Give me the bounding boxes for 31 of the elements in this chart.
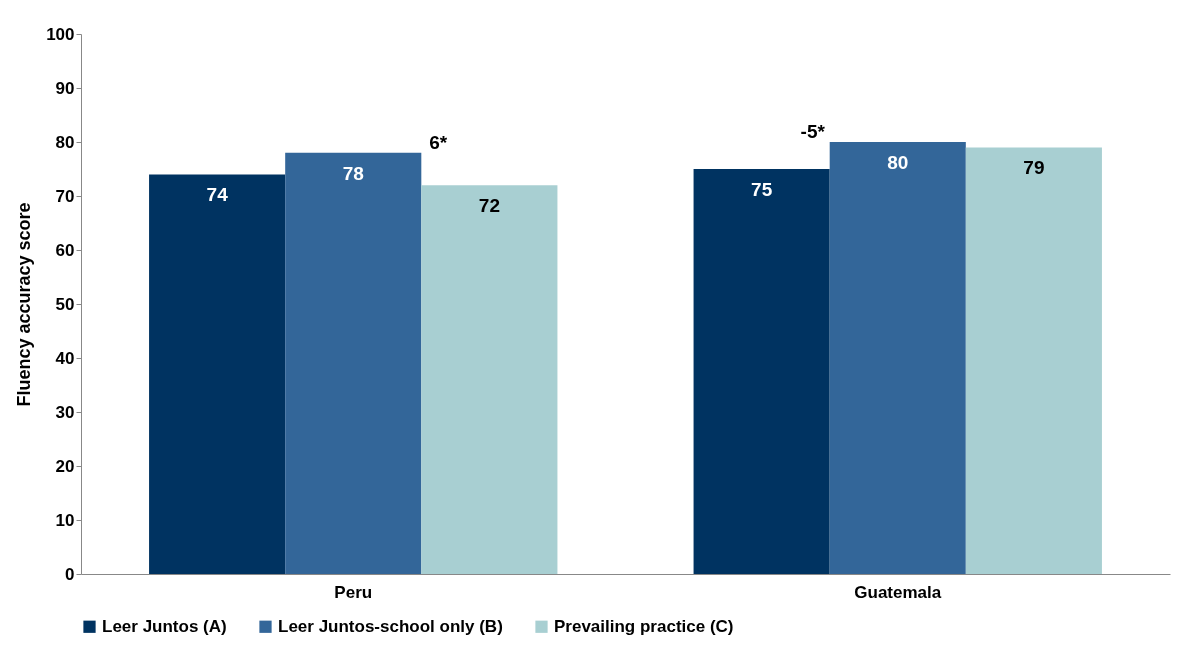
annotation: 6* <box>429 131 448 153</box>
data-label: 78 <box>342 162 364 184</box>
y-tick-label: 70 <box>55 186 75 206</box>
data-label: 79 <box>1023 157 1045 179</box>
x-tick-label: Peru <box>334 582 373 602</box>
y-tick-label: 80 <box>55 132 75 152</box>
y-tick-label: 20 <box>55 456 75 476</box>
bar <box>829 142 966 574</box>
y-tick-label: 50 <box>55 294 75 314</box>
legend-label: Leer Juntos-school only (B) <box>278 616 503 636</box>
y-tick-label: 40 <box>55 348 75 368</box>
bar <box>421 185 558 574</box>
data-label: 80 <box>887 152 909 173</box>
bar <box>149 174 286 574</box>
y-tick-label: 10 <box>55 510 75 530</box>
y-tick-label: 60 <box>55 240 75 260</box>
y-tick-label: 90 <box>55 78 75 98</box>
data-label: 72 <box>478 195 500 217</box>
bar <box>965 147 1102 574</box>
data-label: 74 <box>206 184 229 206</box>
y-axis-title: Fluency accuracy score <box>14 202 35 407</box>
annotation: -5* <box>800 121 826 142</box>
legend-label: Prevailing practice (C) <box>554 616 734 636</box>
bar <box>285 152 422 574</box>
data-label: 75 <box>751 179 773 200</box>
y-tick-label: 0 <box>65 564 75 584</box>
legend-label: Leer Juntos (A) <box>102 616 227 636</box>
bar <box>693 169 830 574</box>
y-tick-label: 100 <box>46 24 75 44</box>
x-tick-label: Guatemala <box>854 582 942 602</box>
y-tick-label: 30 <box>55 402 75 422</box>
